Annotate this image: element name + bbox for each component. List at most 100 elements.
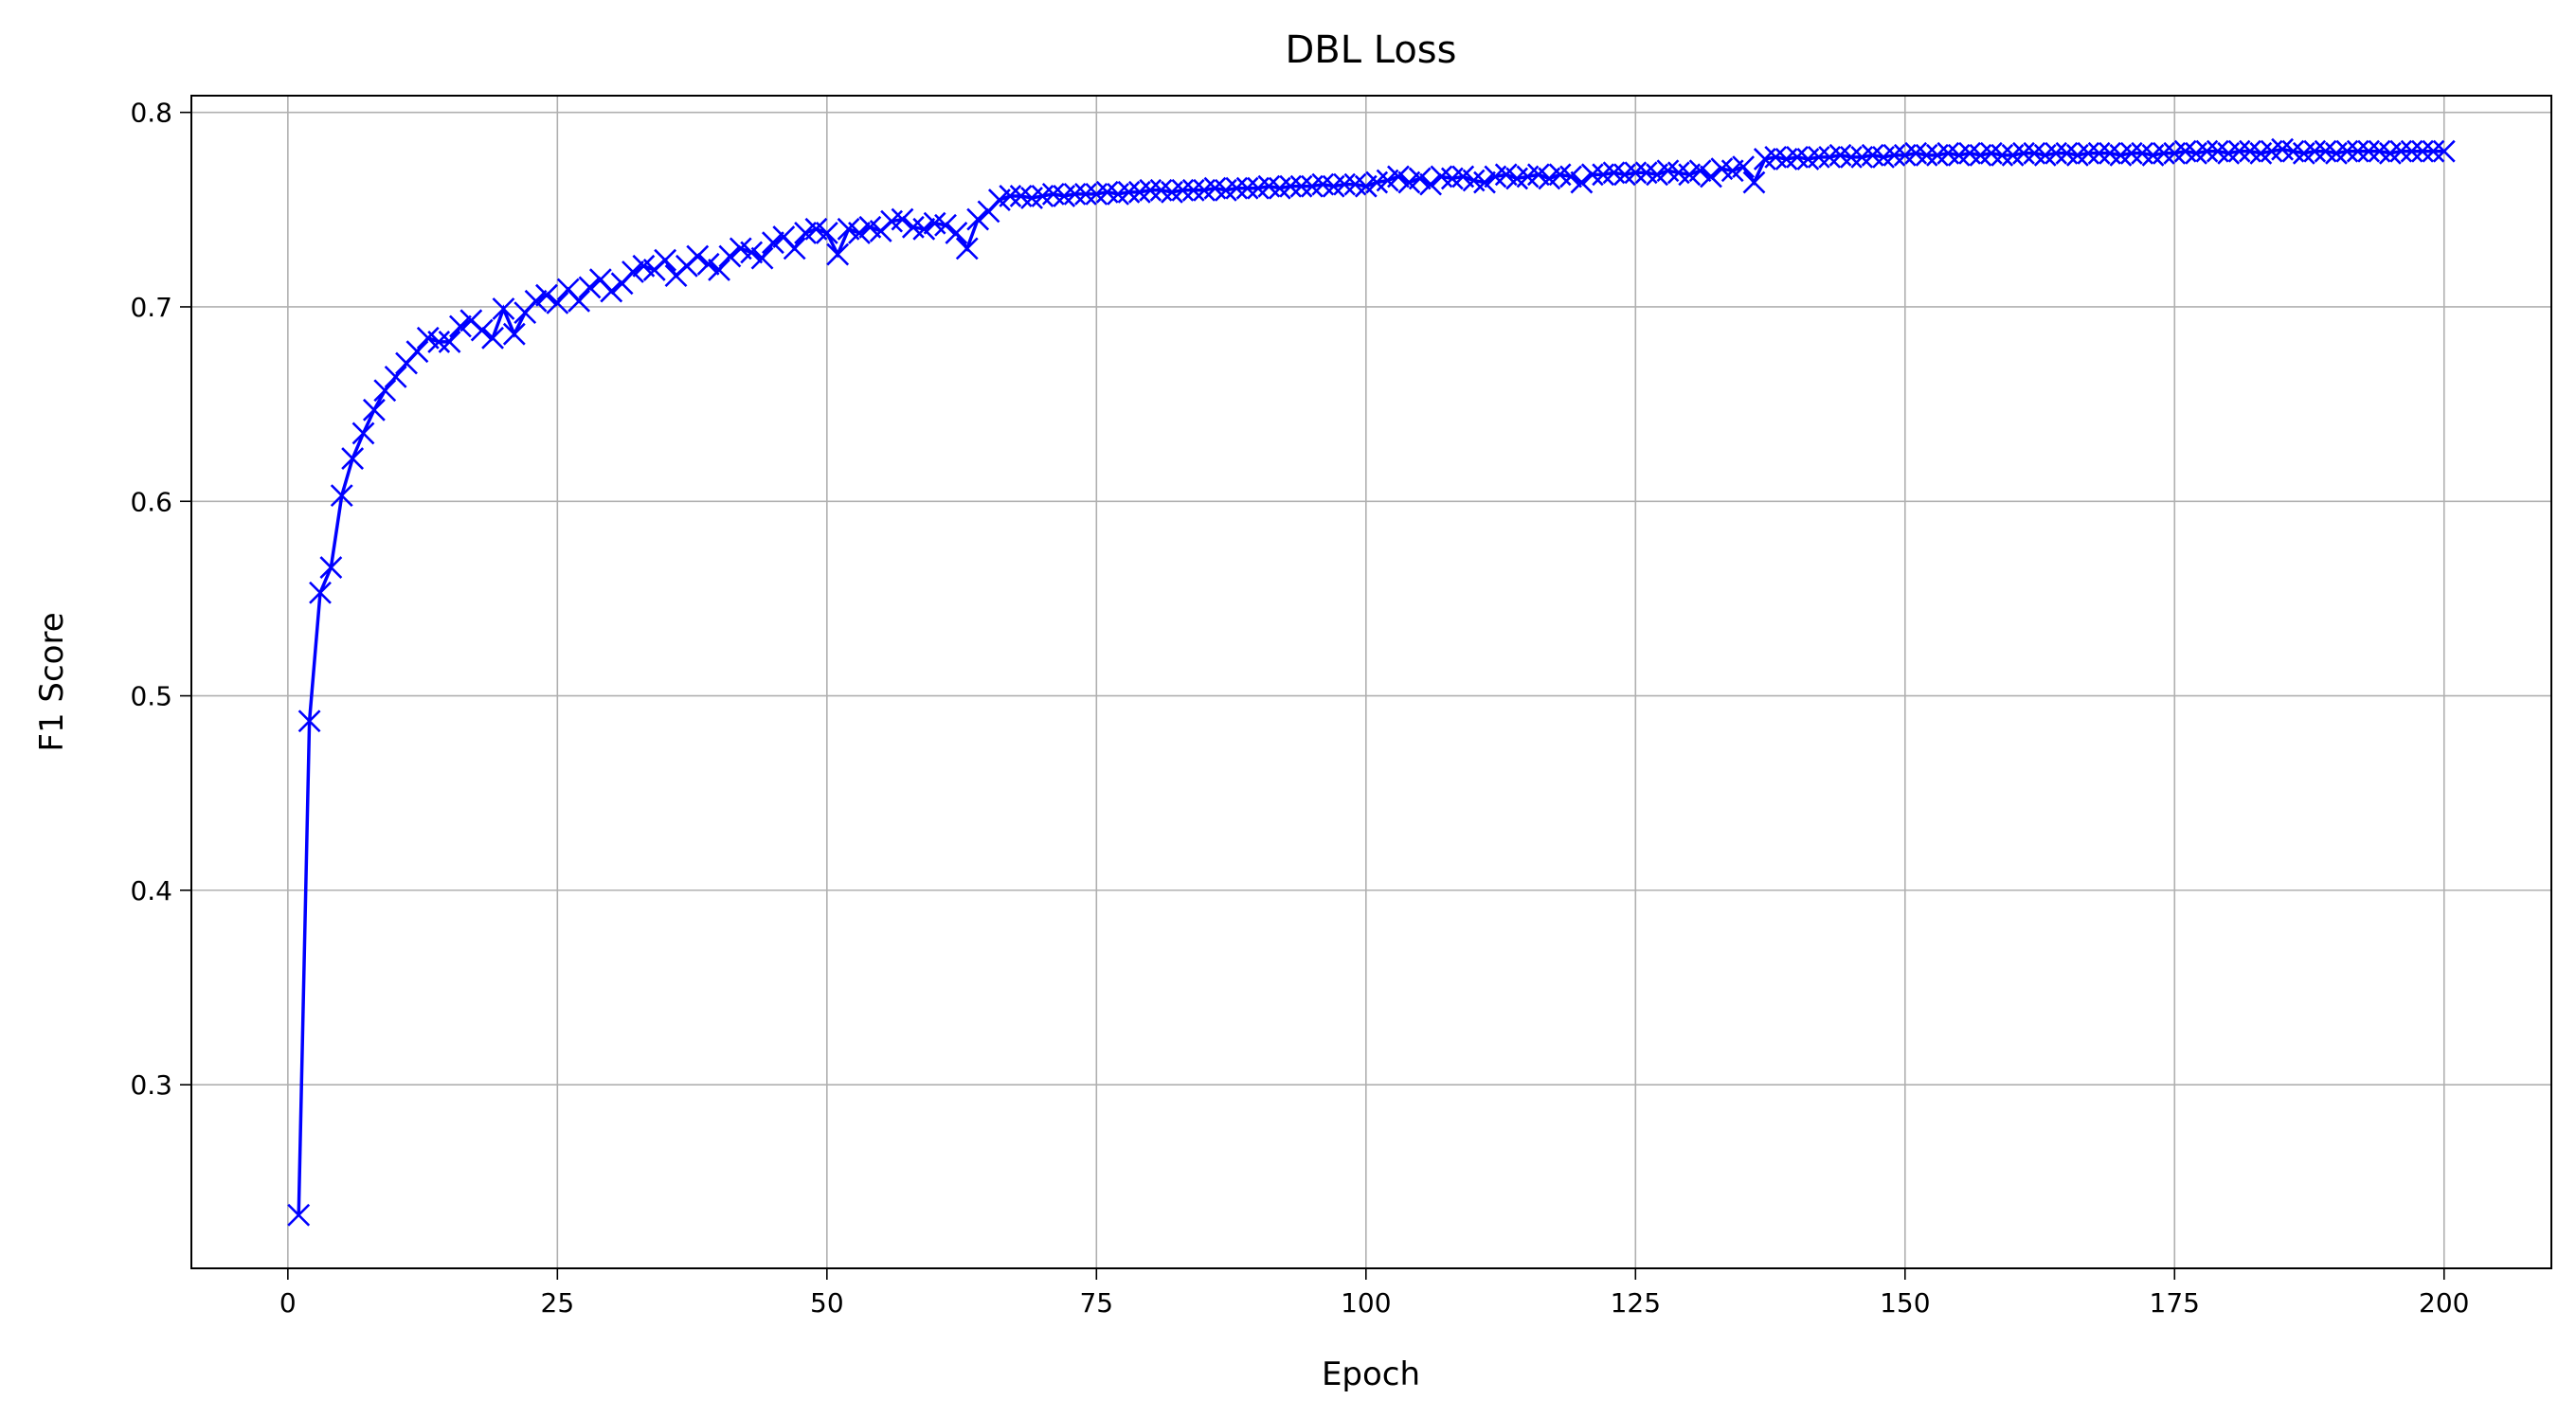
- marker: [1580, 163, 1604, 187]
- marker: [999, 185, 1022, 207]
- marker: [1139, 178, 1162, 202]
- marker: [297, 709, 321, 733]
- marker: [1915, 143, 1938, 167]
- marker: [2227, 139, 2251, 163]
- marker: [848, 222, 871, 244]
- marker: [481, 326, 504, 350]
- marker: [427, 330, 451, 353]
- marker: [955, 237, 979, 260]
- y-tick-label: 0.3: [130, 1069, 172, 1101]
- marker: [567, 289, 591, 313]
- marker: [287, 1203, 311, 1227]
- marker: [405, 340, 429, 364]
- marker: [740, 241, 764, 264]
- marker: [783, 237, 806, 260]
- marker: [1807, 145, 1830, 169]
- marker: [1624, 161, 1648, 185]
- y-axis-label: F1 Score: [33, 612, 71, 751]
- marker: [449, 314, 472, 338]
- marker: [1742, 171, 1766, 194]
- marker: [686, 244, 710, 268]
- y-tick-label: 0.4: [130, 875, 172, 906]
- y-tick-label: 0.6: [130, 486, 172, 517]
- marker: [912, 217, 936, 241]
- marker: [826, 242, 850, 266]
- x-tick-label: 50: [810, 1287, 844, 1319]
- marker: [762, 231, 784, 255]
- x-tick-label: 125: [1611, 1287, 1661, 1319]
- y-tick-label: 0.7: [130, 292, 172, 323]
- marker: [470, 318, 494, 342]
- marker: [1559, 165, 1582, 188]
- marker: [1700, 165, 1722, 188]
- x-tick-label: 75: [1079, 1287, 1113, 1319]
- marker: [1235, 176, 1259, 200]
- marker: [362, 398, 386, 422]
- marker: [438, 330, 461, 353]
- y-tick-label: 0.8: [130, 98, 172, 129]
- marker: [2335, 139, 2359, 163]
- x-tick-label: 200: [2419, 1287, 2469, 1319]
- marker: [2389, 139, 2413, 163]
- marker: [708, 259, 730, 281]
- x-tick-label: 175: [2150, 1287, 2200, 1319]
- marker: [1063, 182, 1087, 206]
- x-tick-label: 25: [541, 1287, 575, 1319]
- plot-frame: [190, 95, 2552, 1269]
- x-tick-label: 150: [1880, 1287, 1930, 1319]
- marker: [891, 207, 914, 231]
- marker: [1074, 182, 1097, 206]
- marker: [1181, 178, 1205, 202]
- marker: [330, 484, 353, 508]
- marker: [1839, 145, 1863, 169]
- marker: [934, 213, 957, 237]
- marker: [578, 276, 602, 299]
- marker: [966, 207, 990, 231]
- marker: [384, 365, 407, 388]
- marker: [492, 297, 515, 320]
- marker: [1473, 171, 1496, 194]
- marker: [2411, 139, 2434, 163]
- marker: [535, 283, 558, 307]
- marker: [341, 447, 365, 471]
- marker: [2422, 139, 2445, 163]
- marker: [2400, 139, 2423, 163]
- marker: [2087, 141, 2111, 165]
- marker: [2432, 139, 2456, 163]
- marker: [1882, 143, 1906, 167]
- chart-title: DBL Loss: [1286, 28, 1457, 72]
- marker: [1408, 167, 1432, 190]
- marker: [1279, 174, 1303, 198]
- marker: [309, 581, 332, 604]
- marker: [1688, 159, 1712, 183]
- marker: [750, 246, 774, 270]
- marker: [1991, 143, 2014, 167]
- marker: [373, 379, 397, 403]
- marker: [718, 244, 742, 268]
- marker: [2077, 141, 2100, 165]
- marker: [1419, 172, 1443, 196]
- x-tick-label: 0: [279, 1287, 297, 1319]
- marker: [654, 248, 677, 272]
- marker: [945, 222, 968, 244]
- x-tick-label: 100: [1341, 1287, 1391, 1319]
- marker: [2357, 139, 2381, 163]
- marker: [524, 289, 548, 313]
- marker: [351, 422, 375, 445]
- marker: [1333, 172, 1356, 196]
- marker: [2303, 139, 2327, 163]
- marker: [319, 556, 343, 579]
- y-tick-label: 0.5: [130, 681, 172, 712]
- marker: [696, 252, 720, 276]
- marker: [502, 322, 526, 346]
- marker: [2346, 139, 2369, 163]
- marker: [2012, 141, 2035, 165]
- marker: [1171, 178, 1195, 202]
- marker: [1289, 174, 1313, 198]
- x-axis-label: Epoch: [1322, 1355, 1420, 1393]
- marker: [2195, 139, 2219, 163]
- marker: [1570, 171, 1594, 194]
- marker: [1117, 180, 1141, 204]
